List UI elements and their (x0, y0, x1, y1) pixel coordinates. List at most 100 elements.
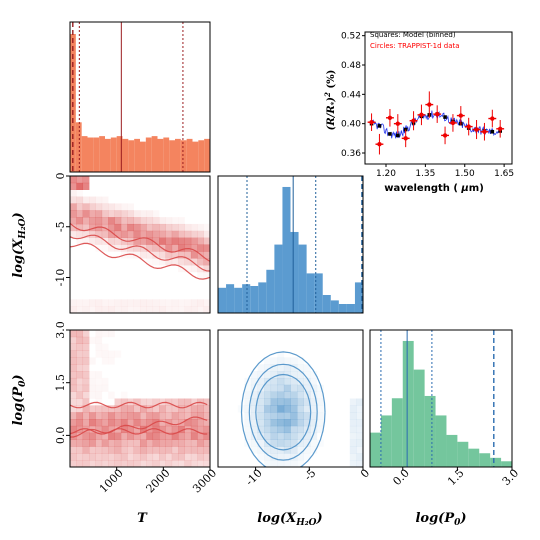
density-cell (190, 419, 198, 427)
density-cell (101, 446, 109, 454)
density-cell (108, 230, 115, 238)
density-cell (356, 398, 363, 406)
histogram-bar (87, 137, 94, 172)
density-cell (184, 398, 192, 406)
density-cell (257, 425, 265, 434)
density-cell (178, 251, 185, 259)
density-cell (264, 419, 272, 427)
density-cell (270, 453, 278, 461)
spectrum-y-tick-label: 0.44 (341, 90, 361, 100)
density-cell (76, 371, 84, 379)
density-cell (127, 439, 134, 447)
density-cell (297, 432, 304, 440)
spectrum-y-tick-label: 0.36 (341, 149, 361, 159)
density-cell (316, 384, 324, 392)
density-cell (70, 460, 77, 467)
density-cell (356, 412, 363, 420)
density-cell (120, 217, 128, 225)
density-cell (95, 230, 103, 238)
density-cell (277, 384, 285, 392)
density-cell (76, 230, 84, 238)
density-cell (70, 189, 77, 197)
density-cell (178, 306, 185, 313)
density-cell (108, 432, 115, 440)
density-cell (171, 425, 179, 434)
density-cell (82, 425, 90, 434)
histogram-bar (290, 231, 299, 313)
density-cell (140, 453, 147, 461)
data-point (497, 126, 503, 131)
density-cell (127, 425, 134, 434)
density-cell (95, 237, 103, 245)
density-cell (70, 336, 77, 344)
density-cell (95, 384, 103, 392)
density-cell (316, 405, 324, 413)
histogram-log-xh2o (218, 176, 363, 313)
density-cell (244, 432, 252, 440)
density-cell (283, 419, 291, 427)
x-tick-label: 1.5 (445, 467, 467, 489)
density-cell (290, 425, 298, 434)
density-cell (89, 306, 96, 313)
density-cell (76, 237, 84, 245)
density-cell (120, 203, 128, 211)
density-cell (89, 405, 96, 413)
density-cell (203, 271, 210, 280)
density-cell (95, 391, 103, 399)
density-cell (82, 210, 90, 218)
density-cell (140, 412, 147, 420)
density-cell (89, 419, 96, 427)
density-cell (76, 210, 84, 218)
density-cell (82, 377, 90, 386)
density-cell (95, 210, 103, 218)
density-cell (152, 446, 160, 454)
density-cell (120, 299, 128, 307)
density-cell (95, 196, 103, 204)
contour-line (240, 351, 326, 467)
density-cell (70, 377, 77, 386)
density-cell (190, 432, 198, 440)
density-cell (120, 439, 128, 447)
density-cell (114, 230, 122, 238)
density-cell (127, 210, 134, 218)
density-cell (356, 432, 363, 440)
density-cell (270, 364, 278, 372)
density-cell (283, 439, 291, 447)
density-cell (89, 439, 96, 447)
density-cell (264, 460, 272, 467)
density-cell (152, 432, 160, 440)
density-cell (264, 412, 272, 420)
density-cell (264, 446, 272, 454)
density-cell (190, 251, 198, 259)
histogram-bar (354, 282, 363, 313)
density-cell (127, 203, 134, 211)
density-cell (184, 405, 192, 413)
density-cell (244, 398, 252, 406)
density-cell (133, 460, 141, 467)
density-cell (277, 405, 285, 413)
density-cell (127, 230, 134, 238)
density-cell (165, 258, 173, 266)
density-cell (171, 432, 179, 440)
density-cell (290, 405, 298, 413)
density-cell (114, 217, 122, 225)
density-cell (277, 432, 285, 440)
density-cell (70, 425, 77, 434)
density-cell (114, 203, 122, 211)
density-cell (283, 398, 291, 406)
density-cell (101, 217, 109, 225)
density-cell (127, 446, 134, 454)
density-cell (76, 343, 84, 351)
density-cell (297, 377, 304, 386)
model-binned-point (490, 129, 495, 134)
density-cell (165, 405, 173, 413)
density-cell (190, 244, 198, 252)
histogram-bar (151, 136, 158, 172)
density-cell (82, 439, 90, 447)
density-cell (171, 217, 179, 225)
histogram-bar (175, 138, 181, 172)
y-tick-label: -10 (54, 269, 67, 287)
density-cell (70, 384, 77, 392)
density-cell (140, 251, 147, 259)
density-cell (152, 223, 160, 232)
